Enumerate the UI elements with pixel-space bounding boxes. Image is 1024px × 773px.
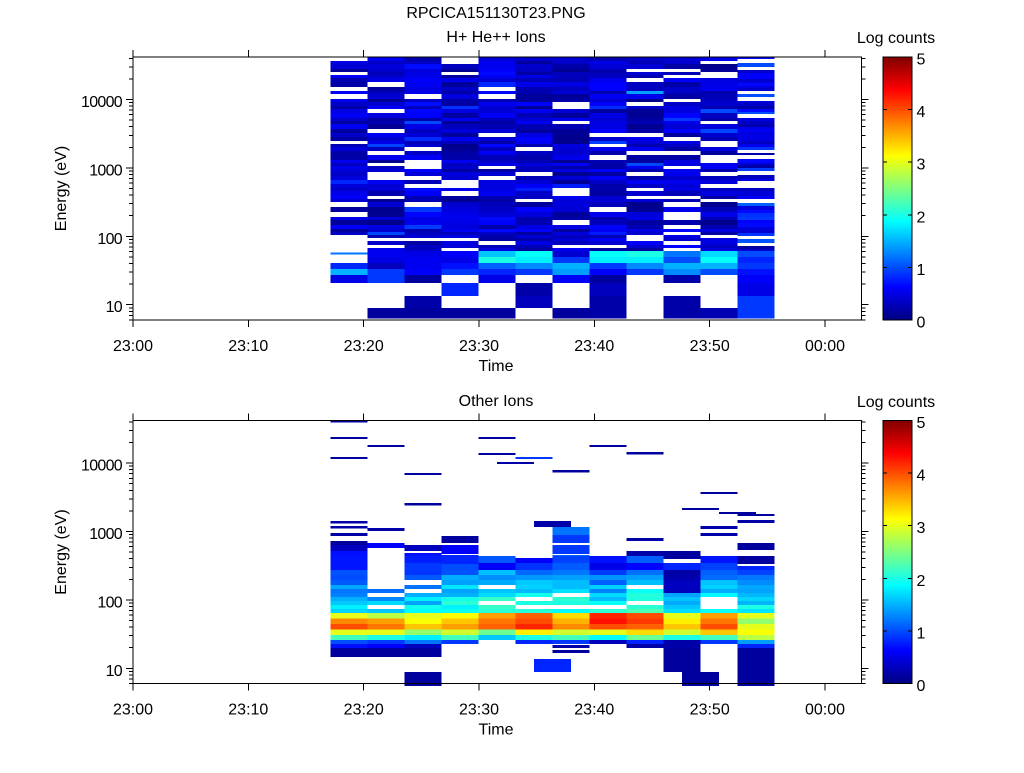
svg-text:100: 100 <box>97 594 122 611</box>
svg-text:2: 2 <box>917 209 926 226</box>
svg-text:Time: Time <box>479 358 514 375</box>
svg-text:1: 1 <box>917 625 926 642</box>
svg-text:23:00: 23:00 <box>113 702 153 719</box>
svg-text:23:10: 23:10 <box>228 702 268 719</box>
svg-text:23:00: 23:00 <box>113 338 153 355</box>
svg-text:23:40: 23:40 <box>574 702 614 719</box>
svg-text:23:20: 23:20 <box>344 338 384 355</box>
svg-text:RPCICA151130T23.PNG: RPCICA151130T23.PNG <box>406 5 585 22</box>
svg-text:H+ He++ Ions: H+ He++ Ions <box>446 29 545 46</box>
svg-text:10000: 10000 <box>81 94 123 111</box>
svg-text:10: 10 <box>106 299 123 316</box>
svg-text:4: 4 <box>917 468 926 485</box>
svg-text:23:20: 23:20 <box>344 702 384 719</box>
svg-text:Energy (eV): Energy (eV) <box>53 146 70 231</box>
svg-text:Log counts: Log counts <box>857 394 935 411</box>
svg-text:23:40: 23:40 <box>574 338 614 355</box>
svg-text:1000: 1000 <box>89 162 123 179</box>
svg-text:3: 3 <box>917 157 926 174</box>
svg-text:1: 1 <box>917 262 926 279</box>
svg-text:23:10: 23:10 <box>228 338 268 355</box>
svg-text:0: 0 <box>917 678 926 695</box>
svg-text:2: 2 <box>917 573 926 590</box>
svg-text:Energy (eV): Energy (eV) <box>53 509 70 594</box>
svg-text:10000: 10000 <box>81 458 123 475</box>
svg-text:5: 5 <box>917 52 926 69</box>
svg-text:00:00: 00:00 <box>805 702 845 719</box>
svg-text:23:30: 23:30 <box>459 702 499 719</box>
svg-text:23:50: 23:50 <box>690 338 730 355</box>
svg-text:23:50: 23:50 <box>690 702 730 719</box>
svg-text:10: 10 <box>106 663 123 680</box>
svg-text:100: 100 <box>97 231 122 248</box>
svg-text:1000: 1000 <box>89 526 123 543</box>
svg-text:5: 5 <box>917 415 926 432</box>
svg-text:00:00: 00:00 <box>805 338 845 355</box>
svg-text:Time: Time <box>479 722 514 739</box>
svg-text:Other Ions: Other Ions <box>459 393 534 410</box>
svg-text:Log counts: Log counts <box>857 30 935 47</box>
svg-text:3: 3 <box>917 520 926 537</box>
svg-text:4: 4 <box>917 104 926 121</box>
svg-text:0: 0 <box>917 315 926 332</box>
svg-text:23:30: 23:30 <box>459 338 499 355</box>
